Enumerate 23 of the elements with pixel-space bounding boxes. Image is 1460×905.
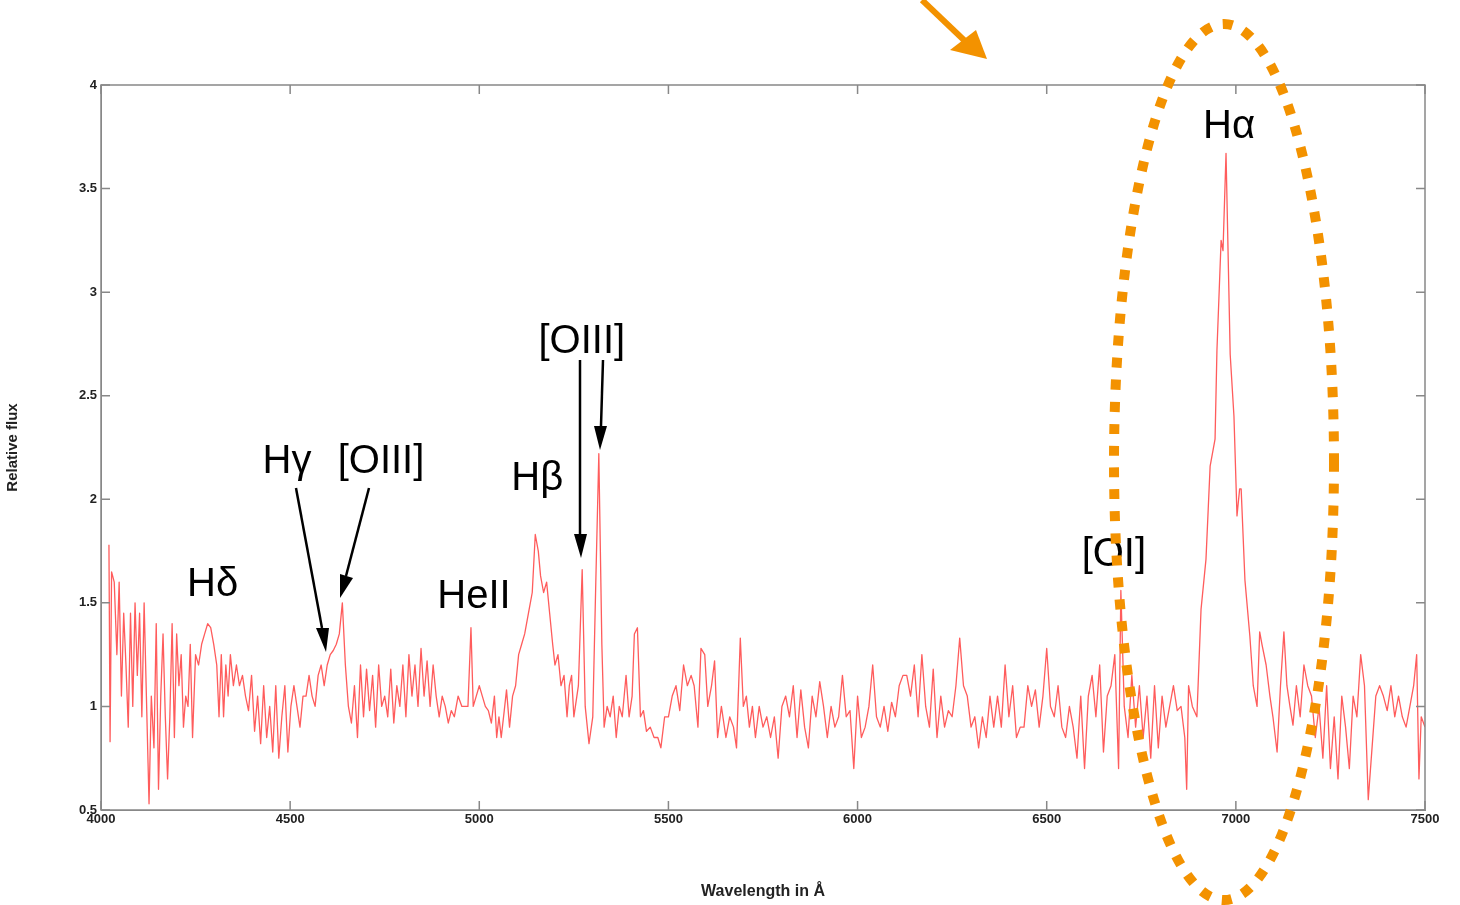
- x-axis-title: Wavelength in Å: [701, 880, 826, 899]
- x-tick-label: 6500: [1032, 811, 1062, 827]
- x-tick-label: 7500: [1410, 811, 1440, 827]
- annotation: [OIII]: [538, 316, 626, 361]
- y-tick-label: 1: [89, 698, 97, 714]
- annotation: HeII: [437, 571, 511, 616]
- x-tick-label: 5000: [464, 811, 494, 827]
- annotation: Hα: [1203, 102, 1256, 147]
- y-tick-label: 3: [89, 283, 97, 299]
- y-tick-label: 2.5: [78, 387, 97, 403]
- y-tick-label: 3.5: [78, 180, 97, 196]
- y-axis-title: Relative flux: [3, 402, 21, 492]
- annotation: Hγ: [262, 437, 312, 482]
- annotation: [OIII]: [337, 437, 425, 482]
- annotation: Hδ: [187, 559, 239, 604]
- x-tick-label: 7000: [1221, 811, 1251, 827]
- y-tick-label: 4: [89, 76, 98, 92]
- annotation: Hβ: [511, 453, 564, 498]
- y-tick-label: 1.5: [78, 594, 97, 610]
- x-tick-label: 6000: [843, 811, 873, 827]
- x-tick-label: 5500: [653, 811, 683, 827]
- y-tick-label: 2: [89, 490, 97, 506]
- x-tick-label: 4500: [275, 811, 305, 827]
